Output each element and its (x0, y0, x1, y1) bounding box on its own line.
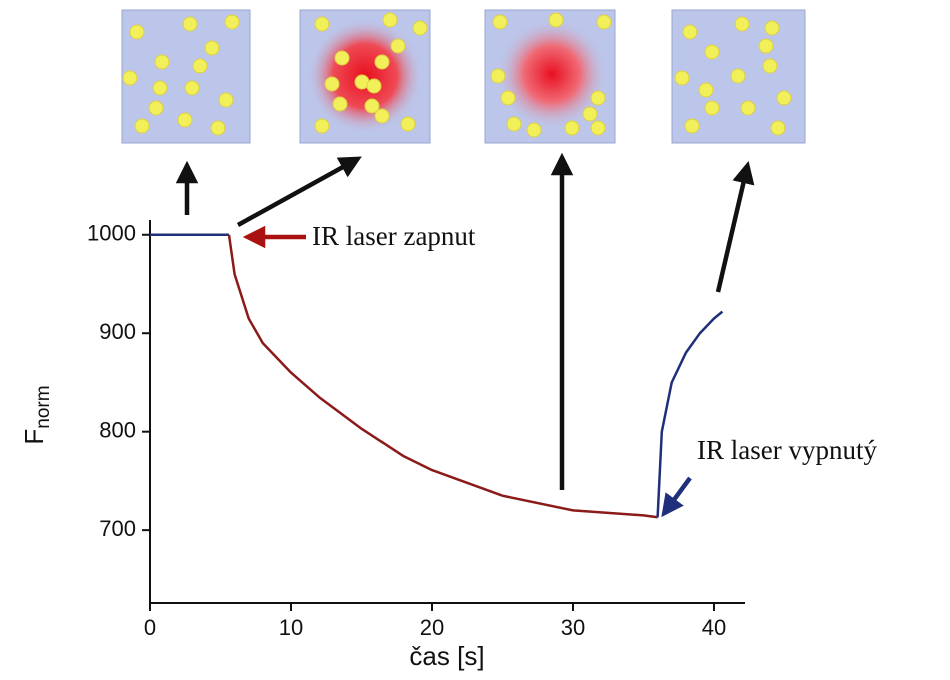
x-tick-label: 40 (702, 615, 726, 640)
y-tick-label: 700 (99, 516, 136, 541)
axes (149, 220, 745, 604)
y-tick-label: 1000 (87, 221, 136, 246)
panel-after (671, 9, 806, 144)
y-tick-label: 800 (99, 417, 136, 442)
panel-heating (299, 9, 431, 144)
annotation-off: IR laser vypnutý (697, 435, 877, 465)
pointer-arrows (175, 152, 755, 518)
x-axis-label: čas [s] (409, 641, 484, 671)
x-tick-label: 10 (279, 615, 303, 640)
data-line (227, 234, 658, 519)
x-tick-label: 20 (420, 615, 444, 640)
panel-steady (484, 9, 616, 144)
panel-before (121, 9, 251, 144)
annotation-on: IR laser zapnut (312, 221, 476, 251)
x-tick-label: 30 (561, 615, 585, 640)
y-axis-label: Fnorm (19, 385, 54, 444)
thumbnails (121, 9, 806, 144)
data-line (656, 310, 724, 518)
y-label-main: F (19, 429, 49, 445)
y-label-sub: norm (33, 385, 54, 428)
y-tick-label: 900 (99, 319, 136, 344)
x-tick-label: 0 (144, 615, 156, 640)
